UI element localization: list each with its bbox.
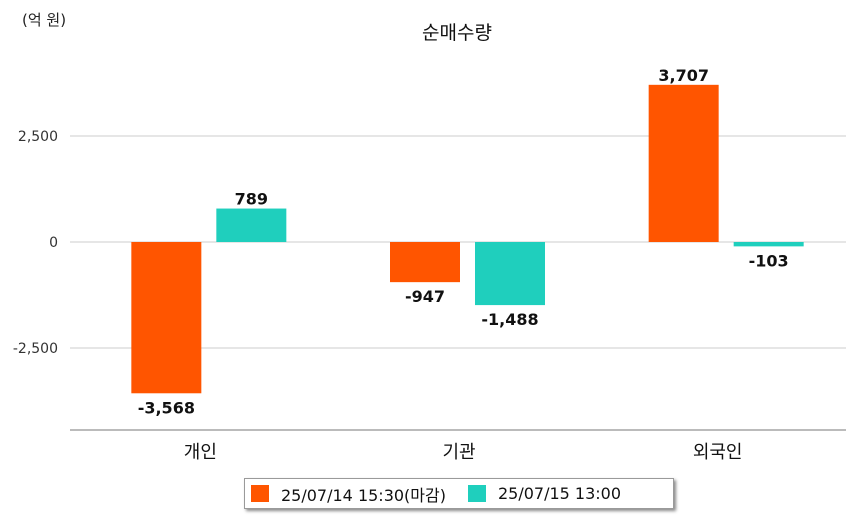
y-tick-label: -2,500 [13, 341, 58, 357]
bar [733, 242, 804, 247]
x-tick-label: 개인 [184, 442, 217, 463]
legend-swatch-series-1 [251, 485, 269, 502]
y-tick-label: 0 [49, 235, 58, 251]
data-label: -103 [749, 251, 789, 270]
legend-label-series-1: 25/07/14 15:30(마감) [281, 485, 446, 505]
bar [216, 208, 287, 242]
legend-swatch-series-2 [467, 485, 486, 502]
bar [131, 242, 202, 394]
data-label: -1,488 [481, 310, 538, 329]
bar [648, 84, 719, 242]
legend-item-series-2[interactable]: 25/07/15 13:00 [467, 484, 622, 503]
chart: 2,500 0 -2,500 -3,568 789 개인 -947 -1,488 기관 3,707… [13, 66, 846, 463]
data-label: -947 [405, 287, 445, 306]
legend: 25/07/14 15:30(마감) 25/07/15 13:00 [244, 478, 674, 509]
chart-title: 순매수량 [422, 22, 492, 44]
data-label: 3,707 [658, 66, 709, 85]
legend-label-series-2: 25/07/15 13:00 [497, 484, 622, 503]
y-tick-label: 2,500 [18, 129, 58, 145]
bar [390, 242, 460, 283]
bar [475, 242, 545, 306]
x-tick-label: 외국인 [693, 442, 743, 463]
legend-item-series-1[interactable]: 25/07/14 15:30(마감) [251, 482, 446, 506]
data-label: 789 [235, 190, 268, 209]
data-label: -3,568 [138, 398, 195, 417]
label-layer: 2,500 0 -2,500 -3,568 789 개인 -947 -1,488 기관 3,707… [13, 66, 789, 463]
unit-label: (억 원) [22, 11, 67, 29]
bar-layer [131, 84, 804, 394]
x-tick-label: 기관 [442, 442, 475, 463]
